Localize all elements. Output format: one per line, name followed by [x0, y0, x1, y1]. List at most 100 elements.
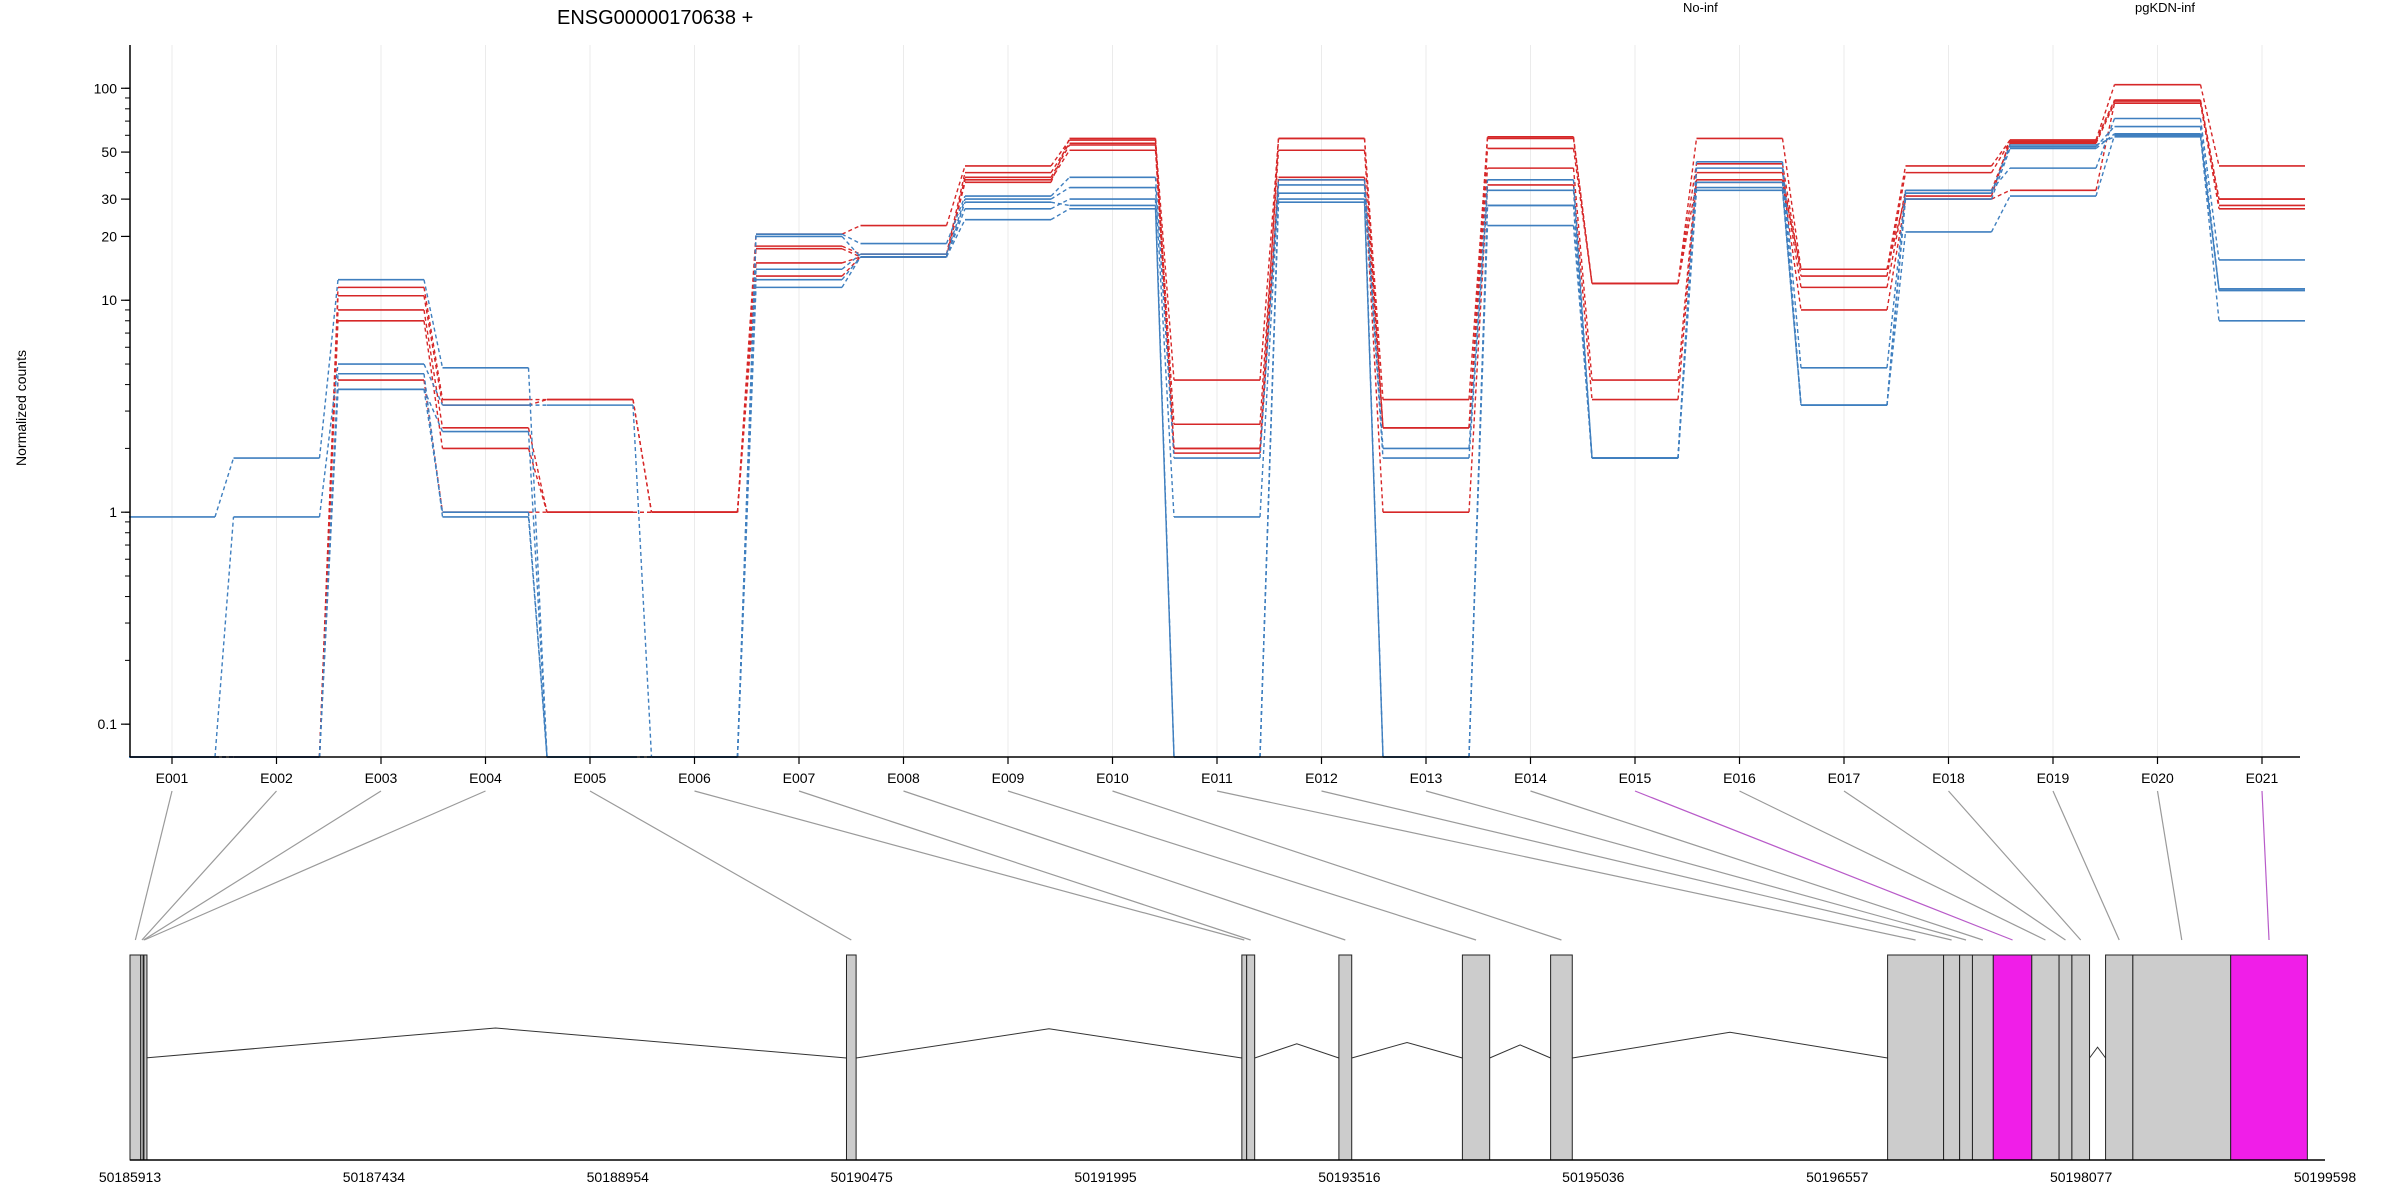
exon-connector [1425, 790, 1967, 941]
exon-connector [1112, 790, 1562, 941]
series-connector [1259, 138, 1280, 449]
y-axis: 0.1 1 10 20 30 50 100 [94, 45, 131, 757]
intron-line [856, 1028, 1242, 1059]
series-connector [423, 295, 444, 406]
series-connector [945, 195, 966, 244]
exon-box [1992, 954, 2033, 1161]
exon-box [2105, 954, 2134, 1161]
series-lines [129, 83, 2305, 758]
series-connector [1781, 179, 1802, 311]
exon-connector [2261, 790, 2270, 941]
series-connector [841, 235, 862, 258]
series-connector [423, 363, 444, 406]
series-connector [1572, 168, 1593, 381]
legend-entry-pgkdn-inf: pgKDN-inf [2135, 0, 2195, 15]
exon-box [845, 954, 857, 1161]
series-connector [1572, 148, 1593, 284]
x-tick-label: E011 [1201, 770, 1233, 786]
series-connector [841, 256, 862, 288]
genome-coordinate-label: 50199598 [2294, 1169, 2357, 1185]
exon-connector [144, 790, 486, 941]
genome-coordinate-label: 50196557 [1806, 1169, 1869, 1185]
genome-coordinate-label: 50191995 [1074, 1169, 1137, 1185]
x-tick-label: E004 [469, 770, 502, 786]
series-connector [2199, 118, 2220, 260]
series-connector [1363, 138, 1384, 428]
x-tick-label: E015 [1619, 770, 1652, 786]
intron-line [1489, 1044, 1551, 1059]
exon-connector [694, 790, 1245, 941]
series-connector [1572, 138, 1593, 284]
series-connector [945, 172, 966, 255]
exon-box [1550, 954, 1573, 1161]
series-connector [1990, 167, 2011, 191]
x-tick-label: E003 [365, 770, 398, 786]
exon-box [2058, 954, 2073, 1161]
series-connector [318, 373, 339, 758]
series-connector [1677, 179, 1698, 400]
exon-box [129, 954, 142, 1161]
y-tick-label: 10 [101, 292, 117, 308]
series-connector [1154, 187, 1175, 517]
series-connector [423, 309, 444, 428]
series-connector [945, 198, 966, 255]
exon-connectors [134, 790, 2270, 941]
series-connector [1050, 144, 1071, 178]
series-connector [1468, 179, 1489, 449]
series-connector [736, 234, 757, 513]
series-connector [423, 279, 444, 368]
exon-connector [1843, 790, 2066, 941]
exon-connector [1634, 790, 2013, 941]
x-tick-label: E002 [260, 770, 293, 786]
exon-connector [1321, 790, 1952, 941]
grid-lines [171, 45, 2263, 757]
x-tick-label: E019 [2037, 770, 2070, 786]
series-connector [1572, 225, 1593, 459]
series-connector [2199, 99, 2220, 200]
series-connector [2095, 135, 2116, 197]
x-tick-label: E013 [1410, 770, 1443, 786]
gene-model [129, 954, 2308, 1161]
y-tick-label: 0.1 [98, 716, 118, 732]
exon-connector [1530, 790, 1984, 941]
x-tick-label: E021 [2246, 770, 2279, 786]
exon-connector [1948, 790, 2082, 941]
series-connector [1050, 176, 1070, 197]
series-connector [1990, 139, 2011, 167]
exon-box [1461, 954, 1491, 1161]
intron-line [1572, 1031, 1888, 1059]
series-connector [1886, 190, 1907, 288]
series-connector [1050, 208, 1070, 221]
series-connector [736, 236, 757, 758]
intron-line [1351, 1041, 1463, 1059]
intron-line [144, 1027, 847, 1059]
series-connector [1781, 190, 1802, 406]
exon-connector [2156, 790, 2183, 941]
series-connector [2095, 99, 2116, 141]
exon-box [2132, 954, 2232, 1161]
intron-line [2089, 1046, 2106, 1059]
series-connector [318, 363, 339, 518]
y-tick-label: 30 [101, 191, 117, 207]
series-connector [1259, 199, 1280, 758]
series-connector [1886, 165, 1907, 270]
series-connector [1154, 205, 1175, 758]
exon-box [1338, 954, 1353, 1161]
series-connector [423, 373, 444, 518]
series-connector [1886, 193, 1907, 406]
series-connector [1259, 150, 1280, 425]
series-connector [1154, 177, 1175, 459]
series-connector [1991, 189, 2011, 200]
series-connector [527, 448, 548, 513]
exon-connector [798, 790, 1251, 941]
series-connector [841, 253, 861, 270]
series-connector [841, 224, 861, 235]
exon-connector [134, 790, 173, 941]
series-connector [1468, 190, 1489, 459]
x-tick-label: E018 [1932, 770, 1965, 786]
series-connector [1886, 198, 1907, 311]
series-connector [841, 248, 861, 258]
chart-title: ENSG00000170638 + [557, 7, 753, 29]
series-connector [1781, 172, 1802, 288]
